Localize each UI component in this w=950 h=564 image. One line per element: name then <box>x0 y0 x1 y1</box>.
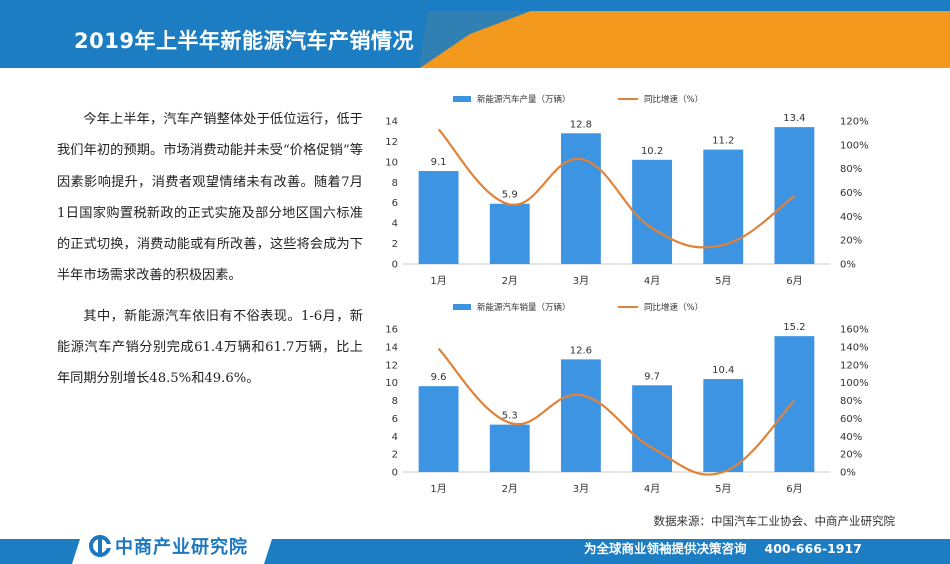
y-tick-label: 10 <box>385 378 398 389</box>
x-tick-label: 5月 <box>715 483 731 495</box>
bar-value-label: 9.7 <box>644 371 660 382</box>
y-tick-label: 14 <box>385 342 398 353</box>
footer-bar <box>0 539 950 564</box>
y-tick-label: 6 <box>392 198 398 209</box>
legend-line-label: 同比增速（%） <box>644 302 703 313</box>
x-tick-label: 4月 <box>644 483 660 495</box>
bar-value-label: 15.2 <box>783 322 805 333</box>
y2-tick-label: 0% <box>840 260 856 271</box>
y2-tick-label: 100% <box>840 140 869 151</box>
bar-2月 <box>489 203 530 264</box>
bar-value-label: 12.8 <box>570 119 592 130</box>
page-title: 2019年上半年新能源汽车产销情况 <box>74 29 414 53</box>
y2-tick-label: 20% <box>840 236 862 247</box>
bar-value-label: 10.4 <box>712 365 734 376</box>
x-tick-label: 6月 <box>786 483 802 495</box>
production-chart-svg: 新能源汽车产量（万辆） 同比增速（%） 0 2 4 6 8 10 12 14 0% 20% 40% 60%… <box>385 94 869 287</box>
bar-6月 <box>774 336 815 472</box>
x-tick-label: 4月 <box>644 275 660 287</box>
bar-1月 <box>418 386 459 472</box>
bar-value-label: 5.9 <box>502 190 518 201</box>
growth-rate-line <box>437 347 796 476</box>
y2-tick-label: 80% <box>840 164 862 175</box>
x-tick-label: 1月 <box>430 483 446 495</box>
bar-6月 <box>774 127 815 264</box>
growth-rate-line <box>437 128 796 249</box>
paragraph-2: 其中，新能源汽车依旧有不俗表现。1-6月，新能源汽车产销分别完成61.4万辆和6… <box>57 308 363 387</box>
bar-3月 <box>560 133 601 264</box>
y2-tick-label: 120% <box>840 360 869 371</box>
sales-chart-svg: 新能源汽车销量（万辆） 同比增速（%）02468101214160%20%40%6… <box>385 302 869 495</box>
x-tick-label: 3月 <box>573 275 589 287</box>
x-tick-label: 6月 <box>786 275 802 287</box>
y-tick-label: 4 <box>392 432 398 443</box>
y2-tick-label: 80% <box>840 396 862 407</box>
bar-value-label: 5.3 <box>502 411 518 422</box>
y-tick-label: 2 <box>392 239 398 250</box>
legend-bar-swatch <box>453 96 471 102</box>
y2-tick-label: 40% <box>840 432 862 443</box>
x-tick-label: 1月 <box>430 275 446 287</box>
sales-chart: 新能源汽车销量（万辆） 同比增速（%） 0 2 4 6 8 10 12 14 16 0% 20% 40% 6… <box>370 294 910 508</box>
legend-bar-label: 新能源汽车产量（万辆） <box>477 94 571 105</box>
y2-tick-label: 60% <box>840 188 862 199</box>
y-tick-label: 0 <box>392 468 398 479</box>
y-tick-label: 6 <box>392 414 398 425</box>
paragraph-1: 今年上半年，汽车产销整体处于低位运行，低于我们年初的预期。市场消费动能并未受“价… <box>57 112 363 284</box>
production-chart: 新能源汽车产量（万辆） 同比增速（%） 0 2 4 6 8 10 12 14 0% 20% 40% 60%… <box>370 86 910 300</box>
y2-tick-label: 60% <box>840 414 862 425</box>
legend-line-label: 同比增速（%） <box>644 94 703 105</box>
y2-tick-label: 0% <box>840 468 856 479</box>
bar-value-label: 9.6 <box>431 372 447 383</box>
bar-value-label: 11.2 <box>712 136 734 147</box>
y2-tick-label: 140% <box>840 342 869 353</box>
company-logo: 中商产业研究院 <box>89 535 248 558</box>
y-tick-label: 12 <box>385 360 398 371</box>
bar-5月 <box>703 379 744 472</box>
bar-4月 <box>632 159 673 264</box>
x-tick-label: 5月 <box>715 275 731 287</box>
y-tick-label: 14 <box>385 117 398 128</box>
logo-text: 中商产业研究院 <box>115 537 248 558</box>
y2-tick-label: 40% <box>840 212 862 223</box>
bar-2月 <box>489 424 530 472</box>
footer-slogan: 为全球商业领袖提供决策咨询 400-666-1917 <box>584 538 862 557</box>
x-tick-label: 2月 <box>502 483 518 495</box>
bar-value-label: 10.2 <box>641 146 663 157</box>
phone-number: 400-666-1917 <box>764 541 862 556</box>
bar-4月 <box>632 385 673 472</box>
x-tick-label: 2月 <box>502 275 518 287</box>
x-tick-label: 3月 <box>573 483 589 495</box>
y-tick-label: 8 <box>392 178 398 189</box>
y-tick-label: 8 <box>392 396 398 407</box>
y-tick-label: 4 <box>392 219 398 230</box>
y2-tick-label: 100% <box>840 378 869 389</box>
y-tick-label: 12 <box>385 137 398 148</box>
slogan-text: 为全球商业领袖提供决策咨询 <box>584 541 747 556</box>
y-tick-label: 16 <box>385 325 398 336</box>
legend-bar-label: 新能源汽车销量（万辆） <box>477 302 571 313</box>
bar-value-label: 9.1 <box>431 157 447 168</box>
bar-3月 <box>560 359 601 472</box>
y-tick-label: 0 <box>392 260 398 271</box>
data-source-note: 数据来源：中国汽车工业协会、中商产业研究院 <box>653 514 896 528</box>
y2-tick-label: 160% <box>840 325 869 336</box>
bar-1月 <box>418 171 459 264</box>
header-banner <box>0 0 950 68</box>
y2-tick-label: 20% <box>840 450 862 461</box>
y2-tick-label: 120% <box>840 117 869 128</box>
y-tick-label: 10 <box>385 157 398 168</box>
logo-icon <box>89 535 111 557</box>
y-tick-label: 2 <box>392 450 398 461</box>
bar-value-label: 12.6 <box>570 345 592 356</box>
bar-value-label: 13.4 <box>783 113 805 124</box>
legend-bar-swatch <box>453 304 471 310</box>
body-text: 今年上半年，汽车产销整体处于低位运行，低于我们年初的预期。市场消费动能并未受“价… <box>57 104 363 404</box>
